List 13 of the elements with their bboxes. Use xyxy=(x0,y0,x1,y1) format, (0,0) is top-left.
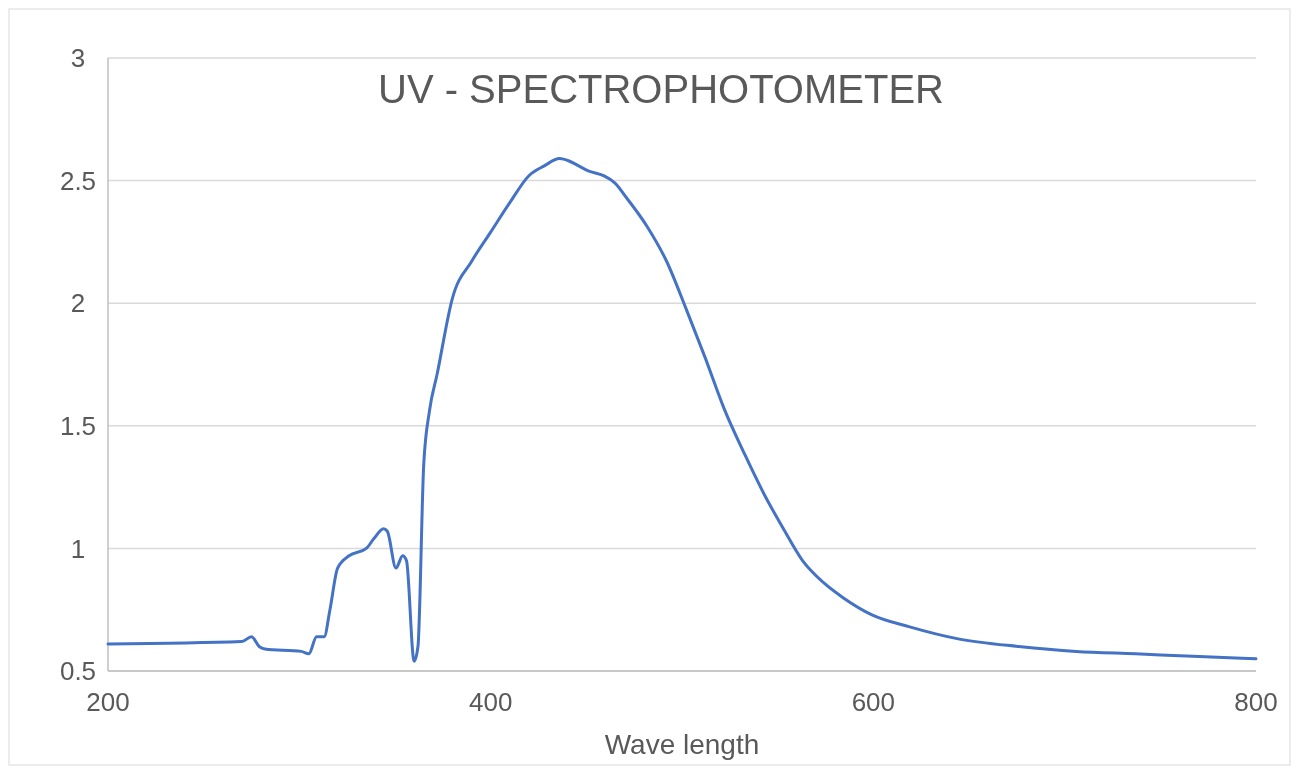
x-tick-label: 400 xyxy=(468,687,513,717)
chart-title: UV - SPECTROPHOTOMETER xyxy=(378,67,944,111)
y-tick-label: 1.5 xyxy=(59,410,97,441)
x-tick-label: 800 xyxy=(1234,687,1278,717)
y-tick-label: 1 xyxy=(70,533,86,564)
y-tick-label: 2.5 xyxy=(59,165,97,196)
x-tick-label: 200 xyxy=(86,687,130,717)
y-tick-label: 2 xyxy=(70,288,86,319)
line-series xyxy=(106,157,1258,663)
y-tick-label: 3 xyxy=(70,43,86,74)
x-axis-title: Wave length xyxy=(604,729,760,760)
y-tick-label: 0.5 xyxy=(59,656,97,687)
x-tick-label: 600 xyxy=(851,687,896,717)
